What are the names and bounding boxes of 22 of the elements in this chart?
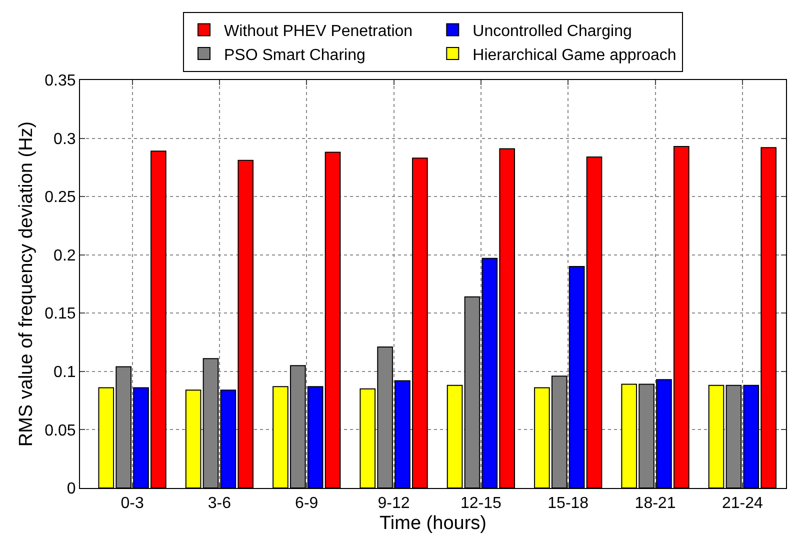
x-tick-label: 9-12 bbox=[378, 495, 410, 512]
legend-label: Uncontrolled Charging bbox=[472, 22, 632, 40]
y-tick-label: 0.35 bbox=[44, 72, 76, 90]
y-tick-label: 0 bbox=[66, 480, 76, 498]
x-tick-label: 18-21 bbox=[634, 495, 676, 512]
y-axis-title: RMS value of frequency deviation (Hz) bbox=[16, 121, 37, 447]
x-tick-label: 3-6 bbox=[208, 495, 232, 512]
legend-label: Without PHEV Penetration bbox=[224, 22, 413, 40]
y-tick-label: 0.3 bbox=[54, 130, 76, 148]
y-tick-label: 0.1 bbox=[54, 364, 76, 382]
x-tick-label: 15-18 bbox=[548, 495, 589, 512]
x-tick-label: 0-3 bbox=[120, 495, 144, 512]
x-axis-title: Time (hours) bbox=[380, 513, 486, 534]
y-tick-label: 0.15 bbox=[44, 306, 76, 323]
x-tick-label: 6-9 bbox=[295, 495, 318, 512]
x-tick-label: 12-15 bbox=[460, 495, 502, 512]
y-tick-label: 0.25 bbox=[44, 189, 76, 206]
y-tick-label: 0.05 bbox=[44, 422, 76, 440]
x-tick-label: 21-24 bbox=[722, 495, 763, 512]
y-tick-label: 0.2 bbox=[54, 247, 76, 264]
legend-label: Hierarchical Game approach bbox=[472, 46, 676, 64]
legend-label: PSO Smart Charing bbox=[224, 46, 366, 64]
